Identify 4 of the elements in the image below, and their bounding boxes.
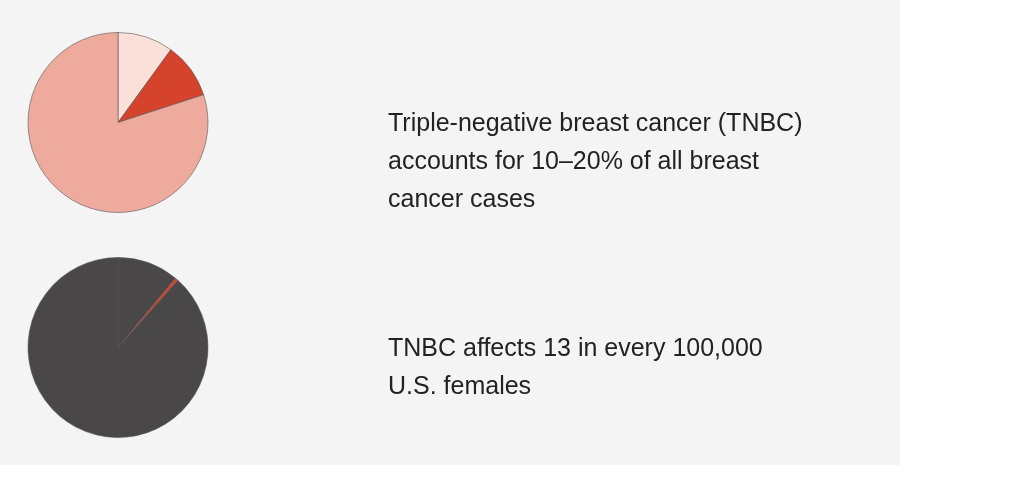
text: TNBC affects 13 in every 100,000 U.S. females	[388, 332, 763, 399]
pie-slice	[27, 257, 209, 438]
text: Triple-negative breast cancer (TNBC) accounts for 10–20% of all breast cancer cases	[388, 107, 803, 212]
pie-slice	[27, 32, 209, 213]
